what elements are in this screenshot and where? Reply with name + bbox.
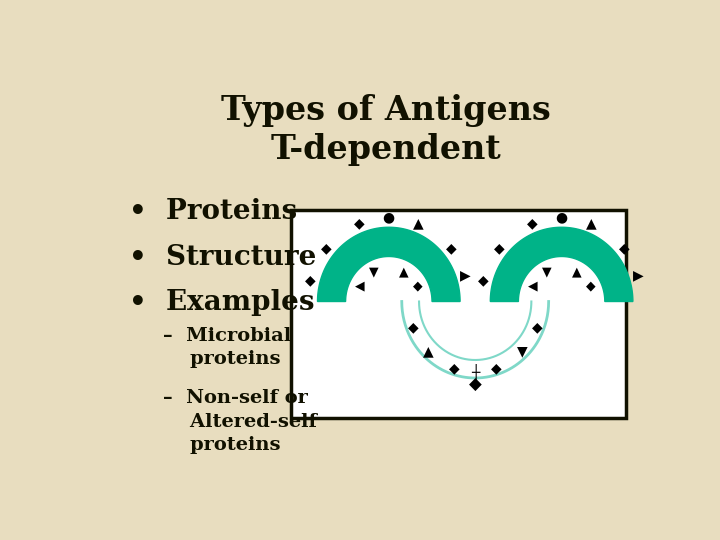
Text: –  Microbial
    proteins: – Microbial proteins [163,327,291,368]
Text: ●: ● [556,211,567,224]
Text: ◆: ◆ [408,320,418,334]
Text: ▶: ▶ [633,268,644,282]
Text: ◀: ◀ [528,280,538,293]
Text: •  Examples: • Examples [129,289,315,316]
Text: ┼: ┼ [471,363,480,380]
Polygon shape [318,227,460,301]
Text: ▲: ▲ [423,344,433,358]
Text: ◆: ◆ [449,361,460,375]
Text: ◆: ◆ [494,241,505,255]
Text: ▲: ▲ [572,265,581,278]
Text: •  Structure: • Structure [129,244,316,271]
Text: ●: ● [383,211,395,224]
Text: ◆: ◆ [478,274,489,288]
Text: ◆: ◆ [321,241,332,255]
Text: Types of Antigens
T-dependent: Types of Antigens T-dependent [221,94,551,166]
Text: ◀: ◀ [355,280,365,293]
Text: ◆: ◆ [532,320,543,334]
Text: ▼: ▼ [542,265,552,278]
Text: •  Proteins: • Proteins [129,198,297,225]
Text: ▼: ▼ [369,265,379,278]
Text: ◆: ◆ [526,216,537,230]
Text: ▼: ▼ [517,344,528,358]
Text: ◆: ◆ [585,280,595,293]
Text: ▶: ▶ [460,268,471,282]
Text: –  Non-self or
    Altered-self
    proteins: – Non-self or Altered-self proteins [163,389,316,454]
Bar [291,211,626,418]
Text: ◆: ◆ [413,280,423,293]
Polygon shape [490,227,633,301]
Text: ▲: ▲ [399,265,408,278]
Text: ◆: ◆ [446,241,456,255]
Text: ◆: ◆ [618,241,629,255]
Text: ▲: ▲ [413,216,424,230]
Text: ◆: ◆ [305,274,316,288]
Text: ◆: ◆ [469,376,482,394]
Text: ▲: ▲ [586,216,597,230]
Text: ◆: ◆ [354,216,364,230]
Text: ◆: ◆ [490,361,501,375]
